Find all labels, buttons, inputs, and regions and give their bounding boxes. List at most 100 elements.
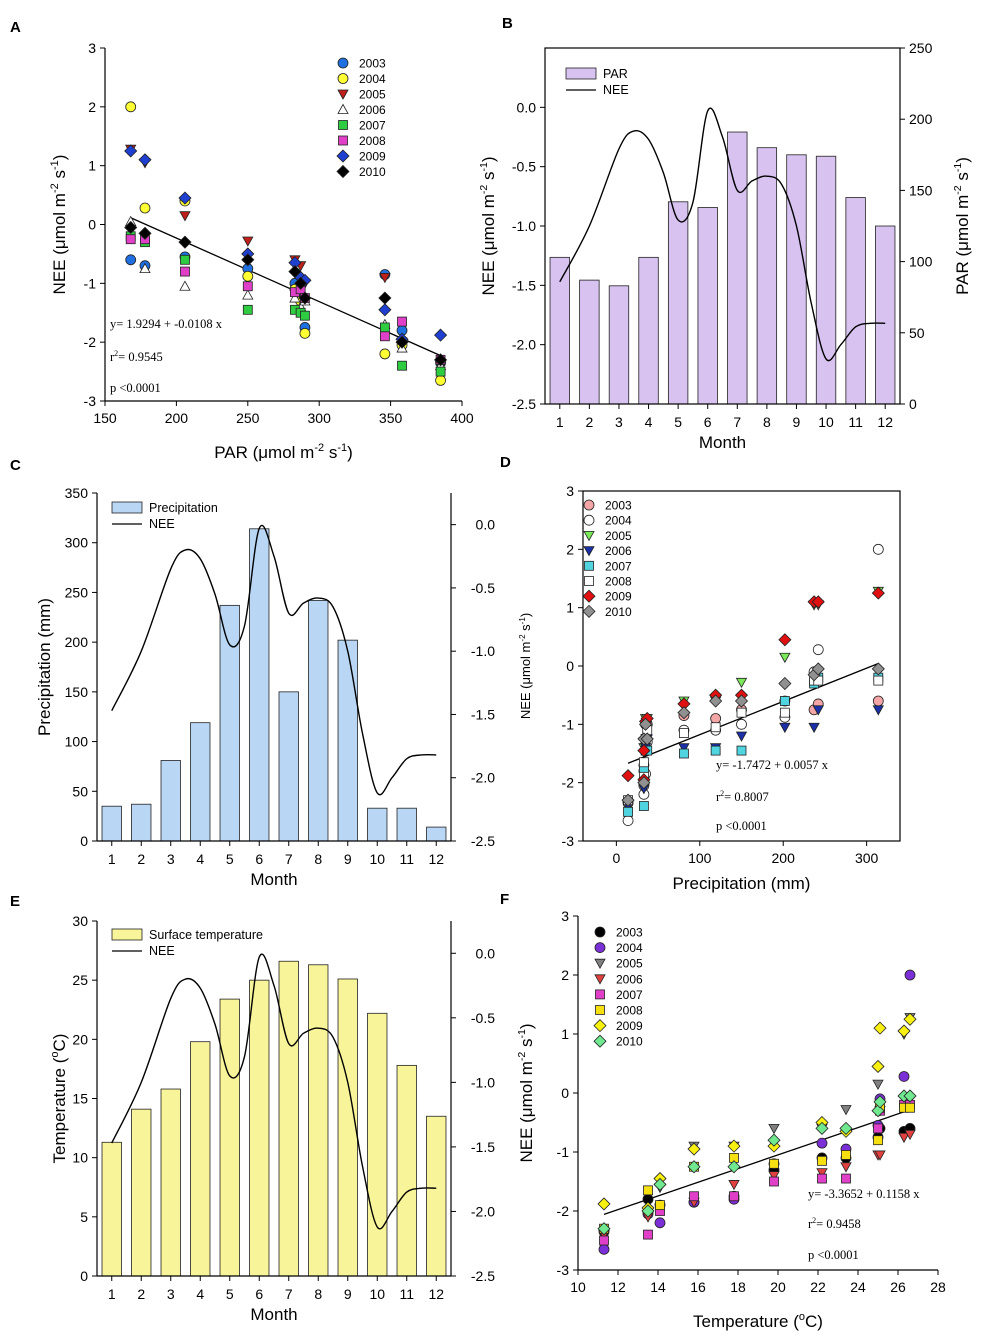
point-2010 (298, 291, 312, 305)
point-2005 (779, 652, 791, 664)
bar-7 (727, 131, 748, 405)
legend-marker-2006 (594, 974, 606, 985)
x-tick-label: 26 (890, 1279, 906, 1295)
y-tick-label: 0 (561, 1085, 569, 1101)
point-2006 (678, 743, 690, 754)
y-tick-label-left: -2.0 (512, 337, 536, 353)
bar-8 (308, 964, 329, 1277)
legend-marker-2005 (583, 531, 595, 542)
x-tick-label: 300 (308, 410, 332, 426)
panel-b: B1 2 3 4 5 6 7 8 9 10 11 12-2.5-2.0-1.5-1.0-0.50.00… (478, 15, 972, 452)
point-2010 (871, 1104, 885, 1118)
point-2006 (179, 280, 191, 291)
x-tick-label: 3 (167, 1286, 175, 1302)
point-2004 (125, 101, 137, 113)
y-tick-label: 1 (88, 158, 96, 174)
y-tick-label: -3 (84, 393, 97, 409)
point-2005 (872, 1079, 884, 1090)
y-tick-label: 3 (566, 483, 574, 499)
y-tick-label-left: 350 (65, 485, 89, 501)
legend-label-2007: 2007 (605, 559, 632, 573)
x-tick-label: 12 (428, 1286, 444, 1302)
point-2006 (779, 722, 791, 734)
y-tick-label-left: 25 (72, 972, 88, 988)
y-tick-label-left: 100 (65, 734, 89, 750)
point-2010 (294, 276, 308, 290)
y-tick-label-left: -0.5 (512, 159, 536, 175)
point-2004 (904, 969, 916, 981)
x-tick-label: 11 (399, 1286, 414, 1302)
legend-bar-label: Precipitation (149, 501, 218, 515)
x-tick-label: 16 (690, 1279, 706, 1295)
x-tick-label: 7 (285, 1286, 293, 1302)
y-axis-title-left: NEE (μmol m-2 s-1) (478, 156, 498, 295)
y-tick-label: 2 (561, 967, 569, 983)
point-2004 (736, 718, 747, 730)
regression-line (130, 217, 441, 357)
point-2004 (654, 1217, 666, 1229)
point-2007 (769, 1176, 779, 1187)
legend-bar-label: Surface temperature (149, 928, 263, 942)
bar-5 (219, 604, 240, 842)
bar-9 (337, 639, 358, 842)
y-tick-label: 2 (566, 541, 574, 557)
point-2010 (873, 1095, 887, 1109)
fit-equation: y= 1.9294 + -0.0108 x (110, 317, 223, 331)
point-2009 (873, 1021, 887, 1035)
bar-1 (549, 256, 570, 405)
bar-12 (875, 225, 896, 405)
legend-label-2003: 2003 (359, 57, 386, 71)
legend-label-2010: 2010 (616, 1035, 643, 1049)
y-tick-label: 3 (88, 40, 96, 56)
point-2009 (621, 769, 635, 783)
bar-4 (638, 256, 659, 405)
legend-label-2009: 2009 (605, 590, 632, 604)
y-tick-label-right: 200 (909, 111, 933, 127)
point-2010 (378, 291, 392, 305)
legend-bar-swatch (565, 67, 597, 80)
point-2010 (138, 226, 152, 240)
point-2009 (178, 191, 192, 205)
point-2007 (180, 254, 190, 265)
legend-marker-2009 (593, 1019, 607, 1033)
legend-marker-2003 (594, 926, 606, 938)
point-2005 (179, 211, 191, 222)
x-tick-label: 4 (196, 851, 204, 867)
panel-letter-a: A (10, 19, 21, 36)
y-tick-label-left: 300 (65, 535, 89, 551)
point-2009 (687, 1142, 701, 1156)
x-axis-title: Month (699, 433, 746, 452)
y-axis-title-right: PAR (μmol m-2 s-1) (952, 157, 972, 295)
bar-3 (160, 1088, 181, 1277)
panel-letter-e: E (10, 893, 20, 910)
point-2005 (379, 273, 391, 284)
point-2010 (641, 1204, 655, 1218)
nee-line (111, 525, 437, 796)
bar-4 (190, 722, 211, 842)
y-tick-label-right: -2.5 (471, 833, 495, 849)
x-tick-label: 350 (379, 410, 403, 426)
point-2010 (811, 662, 825, 676)
x-tick-label: 150 (93, 410, 117, 426)
point-2006 (840, 1162, 852, 1173)
point-2008 (242, 281, 253, 292)
legend-label-2003: 2003 (605, 499, 632, 513)
legend-marker-2010 (582, 604, 596, 618)
point-2007 (779, 696, 790, 706)
legend-marker-2004 (594, 942, 606, 953)
x-tick-label: 200 (772, 850, 796, 866)
legend-label-2006: 2006 (616, 972, 643, 986)
x-tick-label: 0 (612, 850, 620, 866)
y-tick-label: 2 (88, 99, 96, 115)
x-axis-title: Month (250, 870, 297, 889)
fit-equation: y= -3.3652 + 0.1158 x (808, 1187, 920, 1201)
legend-marker-2004 (583, 514, 595, 526)
point-2006 (808, 722, 820, 734)
y-tick-label-left: 0.0 (517, 99, 537, 115)
point-2009 (871, 586, 885, 600)
point-2007 (379, 322, 390, 333)
legend-label-2005: 2005 (605, 529, 632, 543)
x-tick-label: 8 (314, 851, 322, 867)
point-2009 (637, 744, 651, 758)
legend-marker-2007 (584, 560, 594, 571)
